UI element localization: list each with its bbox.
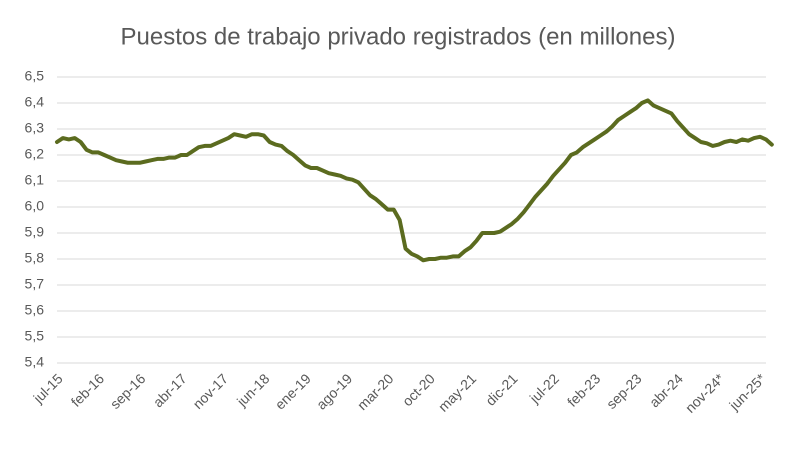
y-tick-label: 6,1 xyxy=(25,172,45,188)
x-tick-label: jul-15 xyxy=(30,370,66,406)
data-line xyxy=(55,98,774,263)
y-tick-label: 6,0 xyxy=(25,198,45,214)
x-tick-label: ago-19 xyxy=(313,370,355,412)
y-tick-label: 5,4 xyxy=(25,354,45,370)
x-tick-label: mar-20 xyxy=(354,370,397,413)
x-tick-label: nov-24* xyxy=(682,370,728,416)
x-tick-label: feb-23 xyxy=(564,370,604,410)
x-tick-label: dic-21 xyxy=(482,370,520,408)
x-tick-label: sep-16 xyxy=(107,370,149,412)
x-tick-label: feb-16 xyxy=(68,370,108,410)
y-tick-label: 6,2 xyxy=(25,146,45,162)
y-tick-label: 5,5 xyxy=(25,328,45,344)
x-tick-label: ene-19 xyxy=(272,370,314,412)
x-tick-label: may-21 xyxy=(435,370,479,414)
chart-title: Puestos de trabajo privado registrados (… xyxy=(121,23,676,50)
x-tick-label: abr-17 xyxy=(150,370,190,410)
x-tick-label: nov-17 xyxy=(190,370,232,412)
x-tick-label: jun-18 xyxy=(233,370,273,410)
y-tick-label: 5,6 xyxy=(25,302,45,318)
x-tick-label: sep-23 xyxy=(603,370,645,412)
y-tick-label: 6,3 xyxy=(25,120,45,136)
y-tick-label: 5,8 xyxy=(25,250,45,266)
x-tick-label: jun-25* xyxy=(725,370,769,414)
y-tick-label: 6,4 xyxy=(25,94,45,110)
y-tick-label: 6,5 xyxy=(25,68,45,84)
y-tick-label: 5,9 xyxy=(25,224,45,240)
y-tick-label: 5,7 xyxy=(25,276,45,292)
x-tick-label: jul-22 xyxy=(526,370,562,406)
x-tick-label: oct-20 xyxy=(399,370,438,409)
x-tick-label: abr-24 xyxy=(646,370,686,410)
